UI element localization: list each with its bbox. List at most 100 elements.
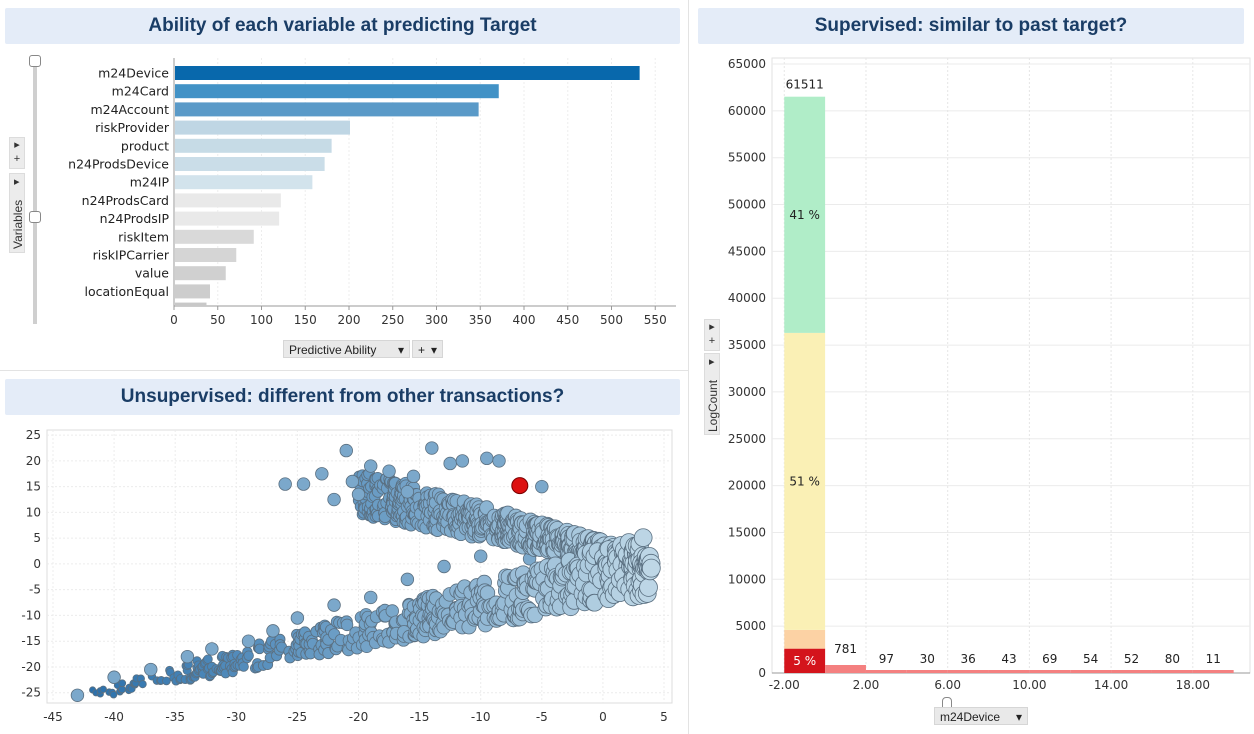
y-tick-label: -5	[29, 583, 41, 597]
scatter-point	[345, 474, 360, 489]
scatter-point	[639, 578, 658, 597]
x-tick-label: 550	[644, 313, 667, 327]
add-measure-button[interactable]: + ▾	[412, 340, 443, 358]
scatter-point	[315, 467, 329, 481]
y-tick-label: 20000	[728, 479, 766, 493]
m24device-axis-button[interactable]: m24Device ▾	[934, 707, 1028, 725]
dropdown-arrow-icon: ▾	[430, 343, 437, 357]
scatter-point	[180, 649, 195, 664]
scatter-point	[99, 685, 107, 693]
bar	[175, 248, 237, 262]
y-tick-label: 35000	[728, 338, 766, 352]
y-tick-label: 45000	[728, 244, 766, 258]
y-tick-label: -10	[21, 608, 41, 622]
x-tick-label: 5	[660, 710, 668, 724]
variables-slider-handle-top[interactable]	[29, 55, 41, 67]
scatter-point	[254, 643, 265, 655]
scatter-point	[474, 549, 488, 563]
expand-arrow-icon: ▸	[709, 356, 715, 368]
x-tick-label: -2.00	[769, 678, 800, 692]
bin-bar	[1151, 670, 1193, 673]
y-tick-label: 65000	[728, 57, 766, 71]
bin-count-label: 97	[879, 652, 894, 666]
plot-frame	[46, 429, 673, 704]
bin-count-label: 69	[1042, 652, 1057, 666]
bar	[175, 84, 499, 99]
scatter-point	[400, 572, 415, 587]
bin-count-label: 54	[1083, 652, 1098, 666]
category-label: m24Account	[90, 102, 169, 117]
dropdown-arrow-icon: ▾	[1015, 710, 1022, 724]
x-tick-label: 6.00	[934, 678, 961, 692]
bar	[175, 120, 350, 135]
expand-arrow-icon: ▸	[14, 176, 20, 188]
category-label: locationEqual	[85, 284, 170, 299]
x-tick-label: 50	[210, 313, 225, 327]
scatter-point	[382, 464, 396, 478]
category-label: product	[121, 138, 169, 153]
vertical-divider	[688, 0, 689, 734]
logcount-tab[interactable]: ▸	[704, 353, 720, 435]
scatter-point	[144, 662, 158, 677]
x-tick-label: 450	[556, 313, 579, 327]
y-tick-label: 25	[26, 428, 41, 442]
scatter-point	[400, 485, 415, 499]
unsupervised-scatter-chart: -45 -40 -35 -30 -25 -20 -15 -10 -5 0 5 -25 -20 -15 -10…	[21, 428, 673, 724]
scatter-point	[278, 477, 292, 491]
y-tick-label: -20	[21, 660, 41, 674]
y-tick-label: 5000	[735, 619, 766, 633]
y-tick-label: 15	[26, 480, 41, 494]
y-tick-label: 30000	[728, 385, 766, 399]
category-label: n24ProdsDevice	[68, 157, 169, 172]
expand-rows-button-right[interactable]: ▸ +	[704, 319, 720, 351]
variables-slider-track[interactable]	[33, 62, 37, 324]
bin-bar	[825, 665, 866, 673]
bin-bar	[1192, 670, 1234, 673]
plus-icon: +	[418, 343, 426, 357]
y-tick-label: 0	[758, 666, 766, 680]
stacked-bar-segment	[784, 648, 826, 673]
segment-percent-label: 51 %	[789, 474, 820, 488]
bin-count-label: 43	[1001, 652, 1016, 666]
x-tick-label: 14.00	[1094, 678, 1128, 692]
x-tick-label: 100	[250, 313, 273, 327]
variables-tab[interactable]: ▸	[9, 173, 25, 253]
stacked-bar-segment	[784, 629, 826, 649]
x-tick-label: 2.00	[853, 678, 880, 692]
y-tick-label: 15000	[728, 525, 766, 539]
bin-bar	[947, 670, 989, 673]
bin-count-label: 781	[834, 642, 857, 656]
horizontal-divider	[0, 370, 688, 371]
y-tick-label: 0	[33, 557, 41, 571]
y-tick-label: 60000	[728, 104, 766, 118]
segment-percent-label: 5 %	[793, 654, 816, 668]
scatter-point	[243, 650, 254, 661]
predictive-ability-label: Predictive Ability	[289, 343, 377, 357]
bin-count-label: 80	[1165, 652, 1180, 666]
x-tick-label: -35	[165, 710, 185, 724]
y-tick-label: 10000	[728, 572, 766, 586]
supervised-panel-title: Supervised: similar to past target?	[698, 8, 1244, 44]
scatter-point	[364, 459, 378, 473]
scatter-point	[340, 618, 354, 632]
x-tick-label: -20	[349, 710, 369, 724]
x-tick-label: 10.00	[1012, 678, 1046, 692]
x-tick-label: 0	[599, 710, 607, 724]
plot-frame	[771, 57, 1251, 674]
x-tick-label: 350	[469, 313, 492, 327]
m24device-axis-label: m24Device	[940, 710, 1001, 724]
bin-bar	[865, 670, 907, 673]
variables-slider-handle-bottom[interactable]	[29, 211, 41, 223]
expand-rows-button[interactable]: ▸ +	[9, 137, 25, 169]
bin-bar	[1111, 670, 1152, 673]
bin-count-label: 52	[1124, 652, 1139, 666]
predictive-ability-button[interactable]: Predictive Ability ▾	[283, 340, 410, 358]
scatter-point	[364, 590, 378, 605]
bin-count-label: 30	[920, 652, 935, 666]
scatter-point	[107, 670, 121, 684]
plus-icon: +	[708, 335, 716, 347]
scatter-point	[327, 492, 341, 507]
category-label: n24ProdsIP	[100, 211, 170, 226]
scatter-point	[406, 469, 421, 484]
category-label: riskItem	[118, 229, 169, 244]
